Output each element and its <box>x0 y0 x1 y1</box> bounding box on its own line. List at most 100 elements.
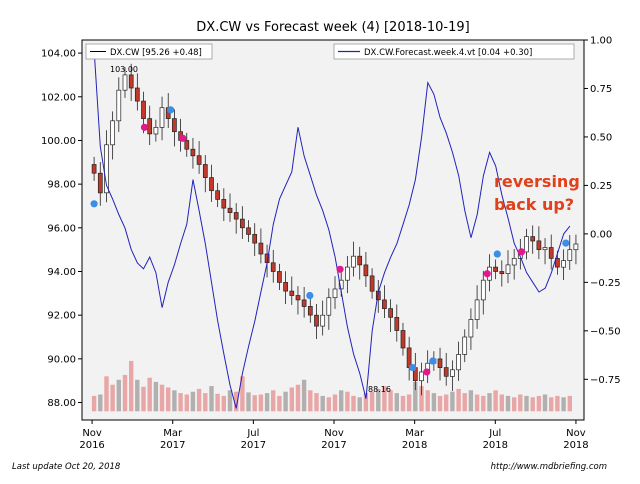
candle-body <box>369 275 375 292</box>
x-tick-label-year: 2018 <box>483 440 508 451</box>
candle-body <box>159 107 165 128</box>
left-tick-label: 94.00 <box>47 267 76 278</box>
callout-line-2: back up? <box>494 195 574 214</box>
candle-body <box>450 369 455 377</box>
volume-bar <box>456 388 461 412</box>
candle-body <box>456 354 461 371</box>
volume-bar <box>147 377 152 412</box>
marker-blue <box>306 291 314 300</box>
left-tick-label: 92.00 <box>47 311 76 322</box>
candle-body <box>134 87 140 102</box>
volume-bar <box>91 395 97 412</box>
volume-bar <box>487 393 492 412</box>
candle-body <box>252 234 258 244</box>
legend-price-label: DX.CW [95.26 +0.48] <box>110 48 202 58</box>
volume-bar <box>450 391 455 412</box>
left-tick-label: 96.00 <box>47 223 76 234</box>
candle-body <box>406 347 412 368</box>
marker-blue <box>409 363 417 372</box>
candle-body <box>382 299 387 309</box>
candle-body <box>363 264 369 277</box>
candle-body <box>493 266 498 272</box>
candle-body <box>227 207 233 213</box>
candle-body <box>357 255 363 266</box>
volume-bar <box>252 395 257 412</box>
candle-body <box>443 367 449 377</box>
volume-bar <box>431 393 437 412</box>
volume-bar <box>215 393 220 412</box>
volume-bar <box>388 390 393 412</box>
marker-blue <box>167 106 175 114</box>
x-tick-label-year: 2018 <box>402 440 427 451</box>
volume-bar <box>530 397 535 412</box>
candle-body <box>172 118 177 133</box>
candle-body <box>474 299 480 320</box>
volume-bar <box>444 394 449 412</box>
volume-bar <box>339 390 344 412</box>
candle-body <box>542 247 548 251</box>
volume-bar <box>512 397 517 412</box>
candle-body <box>462 336 468 355</box>
volume-bar <box>234 391 239 412</box>
marker-pink <box>140 123 149 131</box>
volume-bar <box>116 379 121 412</box>
volume-bar <box>159 384 165 412</box>
candle-body <box>388 308 393 318</box>
volume-bar <box>542 394 548 412</box>
x-tick-label-month: Mar <box>163 428 183 439</box>
volume-bar <box>413 381 418 412</box>
volume-bar <box>141 386 146 412</box>
volume-bar <box>481 395 486 412</box>
legend-price: DX.CW [95.26 +0.48] <box>85 43 213 60</box>
volume-bar <box>400 395 406 412</box>
marker-pink <box>423 368 431 376</box>
volume-bar <box>320 395 325 412</box>
forecast-line <box>93 49 571 409</box>
candle-body <box>246 227 251 235</box>
volume-bar <box>357 397 362 412</box>
marker-pink <box>517 248 526 256</box>
volume-bar <box>518 394 523 412</box>
candle-body <box>400 330 406 349</box>
footer-last-update: Last update Oct 20, 2018 <box>12 462 121 472</box>
volume-bar <box>203 393 208 412</box>
volume-bar <box>345 391 350 412</box>
candle-body <box>301 299 307 307</box>
annotation-low-value: 88.16 <box>368 385 391 394</box>
x-tick-label-year: 2016 <box>79 440 104 451</box>
candle-body <box>141 100 146 119</box>
candle-body <box>116 89 122 122</box>
candle-body <box>202 164 208 178</box>
marker-pink <box>336 265 344 273</box>
volume-bar <box>184 394 189 412</box>
volume-bar <box>536 395 542 412</box>
candle-body <box>468 319 474 338</box>
volume-bar <box>178 393 183 412</box>
right-tick-label: 0.00 <box>590 229 612 240</box>
candle-body <box>499 271 505 275</box>
volume-bar <box>505 395 511 412</box>
right-tick-label: −0.50 <box>590 326 621 337</box>
right-tick-label: −0.25 <box>590 278 621 289</box>
legend-forecast-label: DX.CW.Forecast.week.4.vt [0.04 +0.30] <box>364 48 532 58</box>
candle-body <box>215 190 220 200</box>
marker-pink <box>483 270 491 278</box>
candlesticks <box>91 63 579 396</box>
candle-body <box>332 288 338 299</box>
candle-body <box>91 164 97 174</box>
volume-bar <box>277 395 282 412</box>
x-tick-label-month: Nov <box>324 428 344 439</box>
x-tick-label-month: Mar <box>405 428 425 439</box>
candle-body <box>437 358 443 368</box>
volume-bar <box>369 391 375 412</box>
volume-bar <box>376 388 381 412</box>
volume-bar <box>122 374 128 412</box>
left-tick-label: 90.00 <box>47 354 76 365</box>
candle-body <box>190 148 196 157</box>
volume-bar <box>394 393 399 412</box>
volume-bar <box>289 387 294 412</box>
candle-body <box>419 371 424 382</box>
volume-bar <box>196 388 202 412</box>
